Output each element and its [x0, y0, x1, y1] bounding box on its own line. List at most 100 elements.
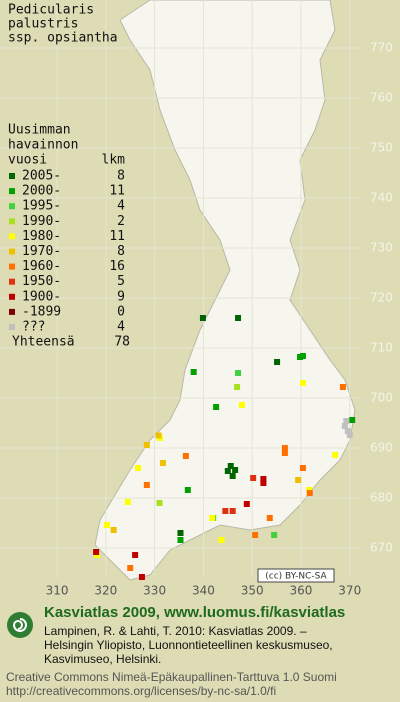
record-dot	[103, 522, 110, 528]
legend-swatch	[9, 188, 15, 195]
y-tick-label: 670	[370, 541, 393, 555]
record-dot	[190, 369, 197, 375]
citation: Kasvimuseo, Helsinki.	[44, 652, 161, 666]
record-dot	[199, 315, 206, 321]
footer-heading: Kasviatlas 2009, www.luomus.fi/kasviatla…	[44, 604, 345, 621]
license: Creative Commons Nimeä-Epäkaupallinen-Ta…	[6, 670, 337, 684]
record-dot	[218, 537, 225, 543]
record-dot	[299, 353, 306, 359]
title-line: ssp. opsiantha	[8, 31, 118, 46]
record-dot	[332, 452, 339, 458]
record-dot	[222, 508, 229, 514]
record-dot	[93, 549, 100, 555]
record-dot	[143, 442, 150, 448]
record-dot	[138, 574, 145, 580]
record-dot	[227, 463, 234, 469]
total-count: 78	[114, 335, 130, 350]
legend-count: 11	[109, 229, 125, 244]
y-tick-label: 710	[370, 341, 393, 355]
record-dot	[252, 532, 259, 538]
legend-count: 11	[109, 184, 125, 199]
record-dot	[155, 432, 162, 439]
legend-swatch	[9, 324, 15, 330]
footer-bg	[0, 600, 400, 702]
count-header: lkm	[102, 153, 126, 168]
record-dot	[271, 532, 278, 538]
legend-swatch	[9, 308, 15, 315]
legend-swatch	[9, 173, 15, 179]
x-tick-label: 320	[94, 584, 117, 598]
record-dot	[281, 450, 288, 456]
legend-label: 1950-	[22, 274, 61, 289]
record-dot	[182, 453, 189, 459]
record-dot	[234, 384, 241, 390]
legend-label: 1980-	[22, 229, 61, 244]
y-tick-label: 720	[370, 291, 393, 305]
citation: Helsingin Yliopisto, Luonnontieteellinen…	[44, 638, 333, 652]
record-dot	[260, 476, 267, 482]
record-dot	[143, 482, 150, 488]
record-dot	[339, 384, 346, 390]
record-dot	[127, 565, 134, 571]
record-dot	[132, 552, 139, 558]
record-dot	[224, 468, 231, 474]
legend-label: ???	[22, 320, 45, 335]
record-dot	[159, 460, 166, 466]
legend-label: 1990-	[22, 214, 61, 229]
legend-swatch	[9, 293, 15, 300]
record-dot	[213, 404, 220, 410]
legend-label: 2000-	[22, 184, 61, 199]
record-dot	[346, 432, 353, 438]
legend-swatch	[9, 248, 15, 255]
land	[94, 0, 356, 581]
citation: Lampinen, R. & Lahti, T. 2010: Kasviatla…	[44, 624, 307, 638]
record-dot	[341, 423, 348, 429]
y-tick-label: 760	[370, 91, 393, 105]
legend-count: 8	[117, 169, 125, 184]
x-tick-label: 350	[241, 584, 264, 598]
y-tick-label: 740	[370, 191, 393, 205]
record-dot	[281, 445, 288, 451]
legend-count: 16	[109, 259, 125, 274]
record-dot	[260, 480, 267, 486]
legend-count: 9	[117, 289, 125, 304]
record-dot	[235, 315, 242, 321]
record-dot	[299, 465, 306, 471]
record-dot	[274, 359, 281, 365]
cc-badge: (cc) BY-NC-SA	[265, 572, 327, 582]
record-dot	[295, 477, 302, 483]
legend-swatch	[9, 263, 15, 270]
record-dot	[343, 418, 350, 424]
x-tick-label: 360	[290, 584, 313, 598]
legend-swatch	[9, 203, 15, 210]
legend-title: havainnon	[8, 138, 78, 153]
y-tick-label: 690	[370, 441, 393, 455]
record-dot	[349, 417, 356, 423]
legend-swatch	[9, 233, 15, 240]
x-tick-label: 370	[338, 584, 361, 598]
record-dot	[124, 499, 131, 505]
y-tick-label: 730	[370, 241, 393, 255]
record-dot	[110, 527, 117, 533]
license: http://creativecommons.org/licenses/by-n…	[6, 684, 276, 698]
legend-label: 1995-	[22, 199, 61, 214]
record-dot	[235, 370, 242, 376]
legend-count: 4	[117, 320, 125, 335]
legend-label: 1970-	[22, 244, 61, 259]
y-tick-label: 700	[370, 391, 393, 405]
legend-swatch	[9, 278, 15, 285]
record-dot	[250, 475, 257, 481]
legend-count: 4	[117, 199, 125, 214]
record-dot	[232, 467, 239, 473]
record-dot	[266, 515, 273, 521]
y-tick-label: 750	[370, 141, 393, 155]
legend-label: 1900-	[22, 289, 61, 304]
title-line: palustris	[8, 17, 78, 32]
record-dot	[209, 515, 216, 521]
legend-count: 8	[117, 244, 125, 259]
legend-title: vuosi	[8, 153, 47, 168]
record-dot	[238, 402, 245, 408]
x-tick-label: 330	[143, 584, 166, 598]
record-dot	[184, 487, 191, 493]
